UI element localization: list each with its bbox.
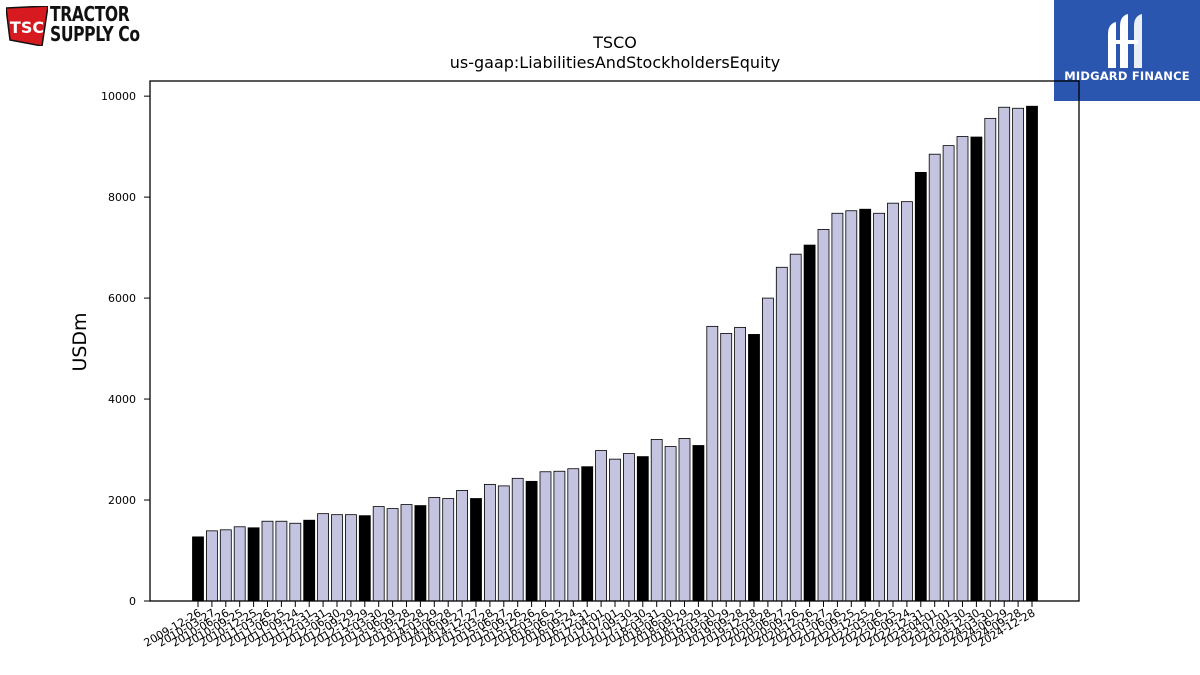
bar-2019-03-30 xyxy=(706,325,719,602)
bar-2020-03-28 xyxy=(762,297,774,602)
tractor-supply-logo: TSC TRACTOR SUPPLY Co xyxy=(6,4,162,48)
bar-2009-12-26 xyxy=(192,536,204,602)
bar-2017-04-01 xyxy=(595,450,607,602)
tsc-logo-line1: TRACTOR xyxy=(50,2,130,26)
midgard-mark-icon xyxy=(1108,14,1142,68)
y-axis: 0 2000 4000 6000 8000 10000 xyxy=(101,90,150,608)
bar-2014-12-27 xyxy=(470,498,482,602)
bar-2017-09-30 xyxy=(623,453,635,602)
bar-2010-03-27 xyxy=(205,530,218,602)
bar-2013-12-28 xyxy=(414,505,427,602)
bar-2019-06-29 xyxy=(720,333,733,602)
bar-2012-03-31 xyxy=(317,513,330,602)
bar-2023-09-30 xyxy=(956,136,969,602)
bar-2017-12-30 xyxy=(636,456,649,602)
bars-group xyxy=(192,105,1038,602)
bar-2022-12-31 xyxy=(914,171,927,602)
bar-2020-09-26 xyxy=(789,253,802,602)
bar-2020-12-26 xyxy=(803,244,816,602)
x-axis: 2009-12-262010-03-272010-06-262010-09-25… xyxy=(142,601,1038,650)
bar-2011-12-31 xyxy=(303,519,316,602)
chart-subtitle: us-gaap:LiabilitiesAndStockholdersEquity xyxy=(450,53,781,72)
bar-2012-09-29 xyxy=(344,514,357,602)
bar-2015-09-26 xyxy=(511,477,524,602)
y-axis-label: USDm xyxy=(69,312,91,371)
tsc-badge-icon: TSC xyxy=(6,6,48,46)
bar-2016-03-26 xyxy=(539,471,552,602)
bar-2021-03-27 xyxy=(817,229,830,602)
bar-2018-09-29 xyxy=(678,438,691,602)
bar-2016-06-25 xyxy=(553,470,566,602)
bar-2018-03-31 xyxy=(650,439,663,602)
bar-2012-06-30 xyxy=(331,514,343,602)
y-tick-label: 2000 xyxy=(108,494,136,507)
plot-frame xyxy=(149,80,1080,602)
bar-2024-12-28 xyxy=(1026,105,1038,602)
bar-2010-09-25 xyxy=(233,526,246,602)
bar-2019-12-28 xyxy=(748,334,760,602)
bar-2015-12-26 xyxy=(525,480,538,602)
bar-2024-06-29 xyxy=(998,106,1011,602)
y-tick-label: 6000 xyxy=(108,292,136,305)
bar-2010-06-26 xyxy=(219,529,232,602)
bar-2020-06-27 xyxy=(775,266,788,602)
bar-2018-12-29 xyxy=(692,445,705,602)
tsc-logo-line2: SUPPLY Co xyxy=(50,22,140,46)
bar-2021-06-26 xyxy=(831,212,844,602)
bar-2023-04-01 xyxy=(928,153,941,602)
bar-2021-12-25 xyxy=(859,208,872,602)
bar-2011-03-26 xyxy=(261,520,274,602)
bar-2022-06-25 xyxy=(887,202,899,602)
tsc-badge-text: TSC xyxy=(10,18,44,37)
bar-2011-06-25 xyxy=(275,520,288,602)
y-tick-label: 4000 xyxy=(108,393,136,406)
midgard-logo-text: MIDGARD FINANCE xyxy=(1064,69,1190,83)
bar-2023-07-01 xyxy=(942,145,955,602)
bar-2024-03-30 xyxy=(984,117,997,602)
bar-2010-12-25 xyxy=(247,527,260,602)
bar-2016-09-24 xyxy=(567,468,580,602)
bar-2014-03-29 xyxy=(428,497,441,602)
bar-2022-09-24 xyxy=(901,201,913,602)
bar-2023-12-30 xyxy=(970,136,983,602)
y-tick-label: 8000 xyxy=(108,191,136,204)
bar-2024-09-28 xyxy=(1012,107,1024,602)
bar-2013-03-30 xyxy=(372,506,385,602)
bar-2017-07-01 xyxy=(609,458,621,602)
bar-2013-06-29 xyxy=(386,508,399,602)
chart-title: TSCO xyxy=(592,33,637,52)
bar-2012-12-29 xyxy=(358,515,371,602)
bar-2013-09-28 xyxy=(400,504,413,602)
bar-2019-09-28 xyxy=(734,326,746,602)
bar-2015-03-28 xyxy=(483,483,496,602)
y-tick-label: 0 xyxy=(129,595,136,608)
bar-2014-09-27 xyxy=(456,490,469,602)
bar-2022-03-26 xyxy=(873,212,885,602)
bar-2015-06-27 xyxy=(497,485,510,602)
bar-2021-09-25 xyxy=(845,210,858,602)
bar-2016-12-31 xyxy=(581,466,594,602)
bar-2014-06-28 xyxy=(442,498,455,602)
bar-2018-06-30 xyxy=(664,446,677,602)
y-tick-label: 10000 xyxy=(101,90,136,103)
bar-2011-09-24 xyxy=(289,522,302,602)
midgard-finance-logo: MIDGARD FINANCE xyxy=(1054,0,1200,101)
